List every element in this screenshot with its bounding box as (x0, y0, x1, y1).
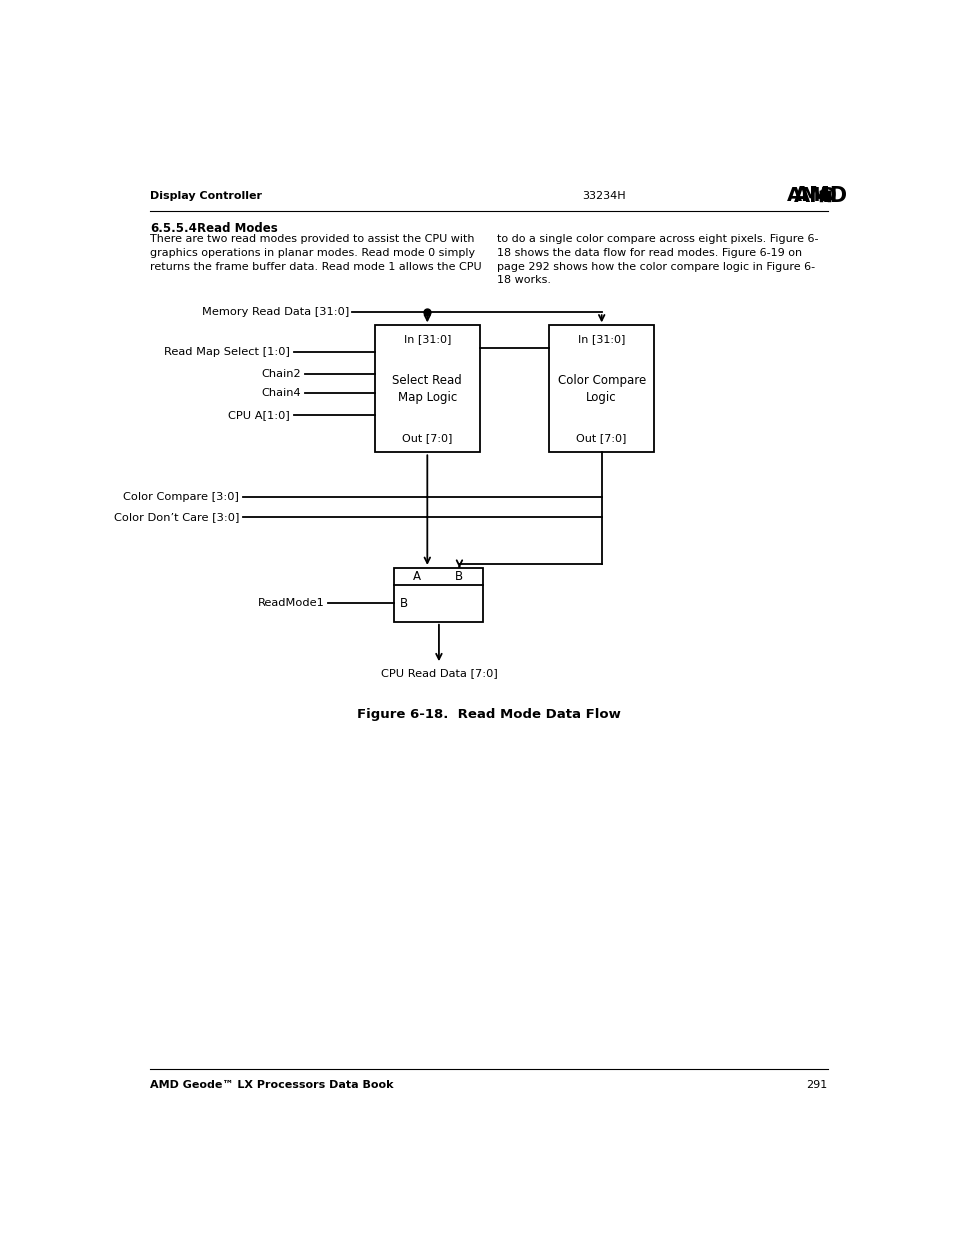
Text: There are two read modes provided to assist the CPU with
graphics operations in : There are two read modes provided to ass… (150, 235, 481, 272)
Text: AMD Geode™ LX Processors Data Book: AMD Geode™ LX Processors Data Book (150, 1079, 394, 1089)
Text: A: A (413, 569, 420, 583)
Text: Memory Read Data [31:0]: Memory Read Data [31:0] (202, 308, 349, 317)
Bar (549, 325, 654, 452)
Bar (394, 568, 483, 621)
Text: AMD: AMD (786, 186, 837, 205)
Text: Color Compare
Logic: Color Compare Logic (557, 374, 645, 404)
Text: In [31:0]: In [31:0] (578, 335, 625, 345)
Text: CPU Read Data [7:0]: CPU Read Data [7:0] (380, 668, 497, 678)
Text: B: B (399, 597, 407, 610)
Text: Read Modes: Read Modes (196, 222, 277, 235)
Text: 33234H: 33234H (581, 191, 625, 201)
Bar (375, 325, 479, 452)
Text: Color Don’t Care [3:0]: Color Don’t Care [3:0] (113, 513, 239, 522)
Text: Chain2: Chain2 (261, 369, 301, 379)
Text: AMD: AMD (793, 186, 846, 206)
Text: Chain4: Chain4 (261, 388, 301, 398)
Text: ▲: ▲ (821, 186, 828, 196)
Text: In [31:0]: In [31:0] (403, 335, 451, 345)
Text: Color Compare [3:0]: Color Compare [3:0] (123, 492, 239, 501)
Text: B: B (455, 569, 463, 583)
Text: to do a single color compare across eight pixels. Figure 6-
18 shows the data fl: to do a single color compare across eigh… (497, 235, 818, 285)
Text: Figure 6-18.  Read Mode Data Flow: Figure 6-18. Read Mode Data Flow (356, 708, 620, 721)
Text: Display Controller: Display Controller (150, 191, 262, 201)
Text: Out [7:0]: Out [7:0] (402, 433, 452, 443)
Text: ReadMode1: ReadMode1 (257, 598, 324, 609)
Text: Out [7:0]: Out [7:0] (576, 433, 626, 443)
Polygon shape (820, 191, 827, 200)
Text: Select Read
Map Logic: Select Read Map Logic (392, 374, 461, 404)
Text: Read Map Select [1:0]: Read Map Select [1:0] (164, 347, 290, 357)
Text: 6.5.5.4: 6.5.5.4 (150, 222, 197, 235)
Text: 291: 291 (805, 1079, 827, 1089)
Text: CPU A[1:0]: CPU A[1:0] (228, 410, 290, 420)
